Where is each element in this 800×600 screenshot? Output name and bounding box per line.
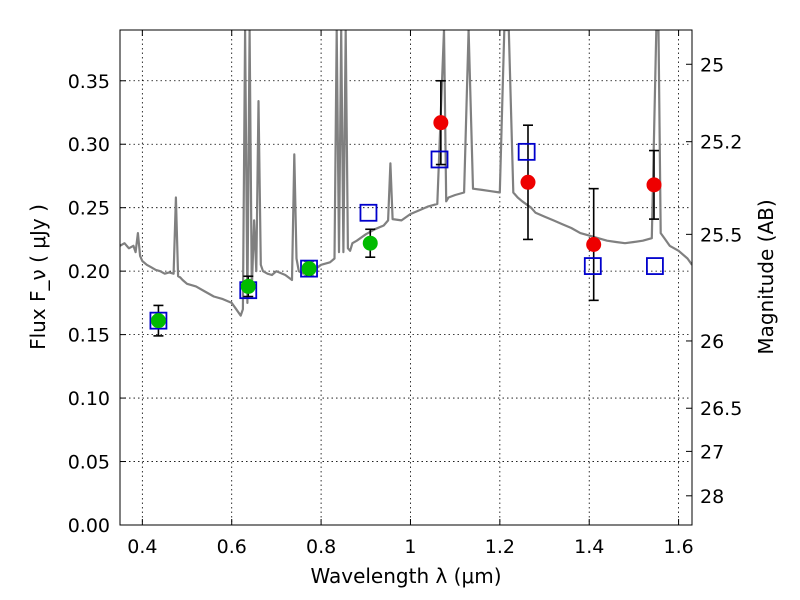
- green-point-marker: [150, 313, 166, 329]
- y-tick-label: 0.20: [68, 261, 110, 283]
- blue-square-marker: [517, 142, 536, 161]
- x-tick-label: 0.4: [127, 536, 157, 558]
- right-tick-label: 25.5: [700, 224, 742, 246]
- blue-square-marker: [149, 311, 168, 330]
- x-tick-label: 1.2: [485, 536, 515, 558]
- right-tick-label: 25: [700, 54, 724, 76]
- right-tick-label: 26.5: [700, 398, 742, 420]
- y-tick-label: 0.05: [68, 452, 110, 474]
- blue-square-marker: [646, 257, 664, 275]
- right-tick-label: 25.2: [700, 132, 742, 154]
- x-axis-label: Wavelength λ (μm): [310, 564, 501, 588]
- y-tick-label: 0.10: [68, 388, 110, 410]
- y-tick-label: 0.35: [68, 71, 110, 93]
- x-tick-label: 1.6: [663, 536, 693, 558]
- red-point-marker: [586, 237, 602, 252]
- axes: 0.4 0.6 0.8 1 1.2 1.4 1.6 0.00 0.05 0.10 0.15 0.20 0…: [68, 30, 742, 558]
- blue-square-marker: [359, 203, 378, 222]
- blue-square-marker: [583, 257, 602, 275]
- x-tick-label: 1: [404, 536, 416, 558]
- red-point-marker: [433, 115, 449, 131]
- gridlines: [120, 30, 692, 526]
- green-point-marker: [240, 278, 256, 294]
- y-axis-label: Flux F_ν ( μJy ): [26, 204, 50, 350]
- right-tick-label: 27: [700, 441, 724, 463]
- blue-square-marker: [300, 259, 318, 278]
- red-point-marker: [520, 174, 536, 190]
- right-tick-label: 28: [700, 486, 724, 508]
- x-tick-label: 0.8: [306, 536, 336, 558]
- blue-square-marker: [430, 150, 449, 169]
- green-point-marker: [301, 261, 317, 277]
- right-axis-label: Magnitude (AB): [754, 199, 778, 354]
- y-tick-label: 0.00: [68, 515, 110, 537]
- spectrum-line: [120, 30, 692, 317]
- plot-frame: [119, 29, 693, 526]
- x-tick-label: 0.6: [217, 536, 247, 558]
- y-tick-label: 0.25: [68, 198, 110, 220]
- y-tick-label: 0.15: [68, 325, 110, 347]
- red-point-marker: [646, 177, 662, 193]
- right-tick-label: 26: [700, 331, 724, 353]
- plot-area: [120, 30, 692, 337]
- x-tick-label: 1.4: [574, 536, 604, 558]
- y-tick-label: 0.30: [68, 134, 110, 156]
- green-point-marker: [362, 235, 378, 251]
